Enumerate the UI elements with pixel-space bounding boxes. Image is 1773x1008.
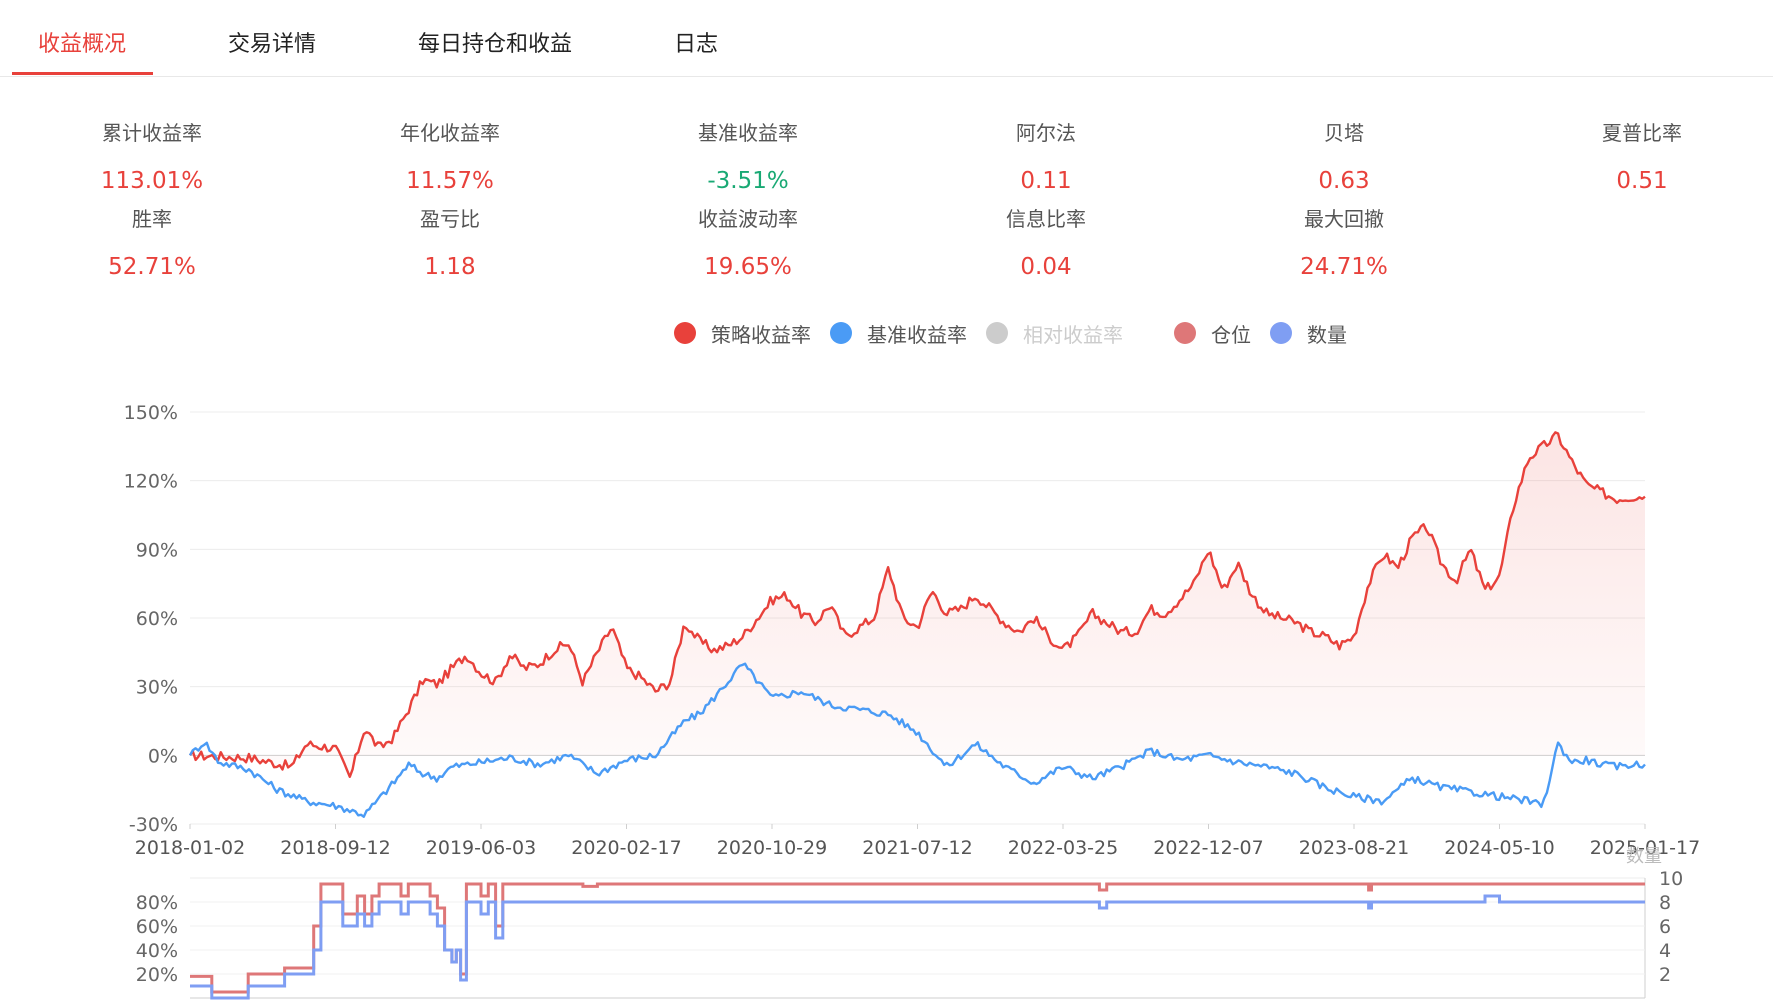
x-tick-label: 2022-12-07 <box>1153 837 1263 859</box>
metric-label: 胜率 <box>132 207 172 231</box>
legend-dot <box>986 322 1008 344</box>
left-tick-label: 80% <box>136 892 178 914</box>
tab-log[interactable]: 日志 <box>674 32 719 57</box>
metric-value: 0.04 <box>1020 254 1072 280</box>
legend-label: 基准收益率 <box>867 322 967 347</box>
right-tick-label: 4 <box>1659 940 1671 962</box>
strategy-return-line <box>189 431 1646 778</box>
right-tick-label: 10 <box>1659 868 1683 890</box>
tab-trade-details[interactable]: 交易详情 <box>228 32 317 57</box>
metric-label: 盈亏比 <box>420 207 480 231</box>
metric-label: 阿尔法 <box>1016 121 1076 145</box>
left-tick-label: 60% <box>136 916 178 938</box>
metric-win-rate: 胜率 52.71% <box>52 204 252 281</box>
strategy-area <box>190 432 1645 777</box>
metric-volatility: 收益波动率 19.65% <box>648 204 848 281</box>
metric-label: 最大回撤 <box>1304 207 1384 231</box>
position-chart-series <box>190 882 1645 1000</box>
legend-quantity[interactable]: 数量 <box>1270 318 1347 348</box>
quantity-line <box>190 894 1645 1000</box>
tab-bar: 收益概况 交易详情 每日持仓和收益 日志 <box>0 0 1773 77</box>
metric-cumulative-return: 累计收益率 113.01% <box>52 118 252 195</box>
metric-label: 累计收益率 <box>102 121 202 145</box>
metric-value: -3.51% <box>707 168 789 194</box>
legend-label: 数量 <box>1307 322 1347 347</box>
metric-annual-return: 年化收益率 11.57% <box>350 118 550 195</box>
legend-strategy-return[interactable]: 策略收益率 <box>674 318 811 348</box>
x-tick-label: 2023-08-21 <box>1299 837 1409 859</box>
metric-value: 0.51 <box>1616 168 1668 194</box>
x-tick-label: 2020-10-29 <box>717 837 827 859</box>
metric-information-ratio: 信息比率 0.04 <box>946 204 1146 281</box>
left-tick-label: 20% <box>136 964 178 986</box>
x-tick-label: 2025-01-17 <box>1590 837 1700 859</box>
x-tick-label: 2021-07-12 <box>862 837 972 859</box>
position-line <box>190 882 1645 994</box>
y-tick-label: 30% <box>136 677 178 699</box>
left-tick-label: 40% <box>136 940 178 962</box>
legend-dot <box>830 322 852 344</box>
metric-sharpe-ratio: 夏普比率 0.51 <box>1542 118 1742 195</box>
x-tick-label: 2022-03-25 <box>1008 837 1118 859</box>
tab-daily-holdings[interactable]: 每日持仓和收益 <box>418 32 573 57</box>
metric-value: 19.65% <box>704 254 792 280</box>
quantity-axis-title: 数量 <box>1626 846 1662 867</box>
position-chart-grid <box>190 877 1646 999</box>
metric-value: 1.18 <box>424 254 476 280</box>
metric-label: 信息比率 <box>1006 207 1086 231</box>
metric-beta: 贝塔 0.63 <box>1244 118 1444 195</box>
metric-profit-loss-ratio: 盈亏比 1.18 <box>350 204 550 281</box>
metric-value: 113.01% <box>100 168 204 194</box>
y-tick-label: 150% <box>124 402 178 424</box>
legend-dot <box>674 322 696 344</box>
x-tick-label: 2024-05-10 <box>1444 837 1554 859</box>
metric-label: 收益波动率 <box>698 207 798 231</box>
y-tick-label: -30% <box>129 814 178 836</box>
legend-dot <box>1174 322 1196 344</box>
x-tick-label: 2018-09-12 <box>280 837 390 859</box>
metric-value: 24.71% <box>1300 254 1388 280</box>
legend-label: 相对收益率 <box>1023 322 1123 347</box>
x-tick-label: 2018-01-02 <box>135 837 245 859</box>
main-chart-axes: 150% 120% 90% 60% 30% 0% -30%2018-01-02 2018-09… <box>124 402 1701 859</box>
metric-value: 0.63 <box>1318 168 1370 194</box>
legend-dot <box>1270 322 1292 344</box>
y-tick-label: 0% <box>148 745 178 767</box>
metric-value: 52.71% <box>108 254 196 280</box>
metric-label: 基准收益率 <box>698 121 798 145</box>
legend-label: 仓位 <box>1211 322 1251 347</box>
metric-label: 年化收益率 <box>400 121 500 145</box>
legend-position[interactable]: 仓位 <box>1174 318 1251 348</box>
active-tab-underline <box>12 72 153 75</box>
legend-label: 策略收益率 <box>711 322 811 347</box>
tab-return-overview[interactable]: 收益概况 <box>38 32 127 57</box>
right-tick-label: 2 <box>1659 964 1671 986</box>
x-tick-label: 2019-06-03 <box>426 837 536 859</box>
benchmark-return-line <box>188 662 1646 818</box>
y-tick-label: 120% <box>124 471 178 493</box>
right-tick-label: 6 <box>1659 916 1671 938</box>
metric-label: 贝塔 <box>1324 121 1364 145</box>
right-tick-label: 8 <box>1659 892 1671 914</box>
legend-benchmark-return[interactable]: 基准收益率 <box>830 318 967 348</box>
metric-alpha: 阿尔法 0.11 <box>946 118 1146 195</box>
metric-value: 0.11 <box>1020 168 1072 194</box>
metric-label: 夏普比率 <box>1602 121 1682 145</box>
metric-benchmark-return: 基准收益率 -3.51% <box>648 118 848 195</box>
legend-relative-return[interactable]: 相对收益率 <box>986 318 1123 348</box>
main-chart-series <box>188 431 1646 818</box>
metric-max-drawdown: 最大回撤 24.71% <box>1244 204 1444 281</box>
metric-value: 11.57% <box>406 168 494 194</box>
chart-legend: 策略收益率 基准收益率 相对收益率 仓位 数量 <box>0 318 1773 348</box>
x-tick-label: 2020-02-17 <box>571 837 681 859</box>
y-tick-label: 60% <box>136 608 178 630</box>
y-tick-label: 90% <box>136 539 178 561</box>
